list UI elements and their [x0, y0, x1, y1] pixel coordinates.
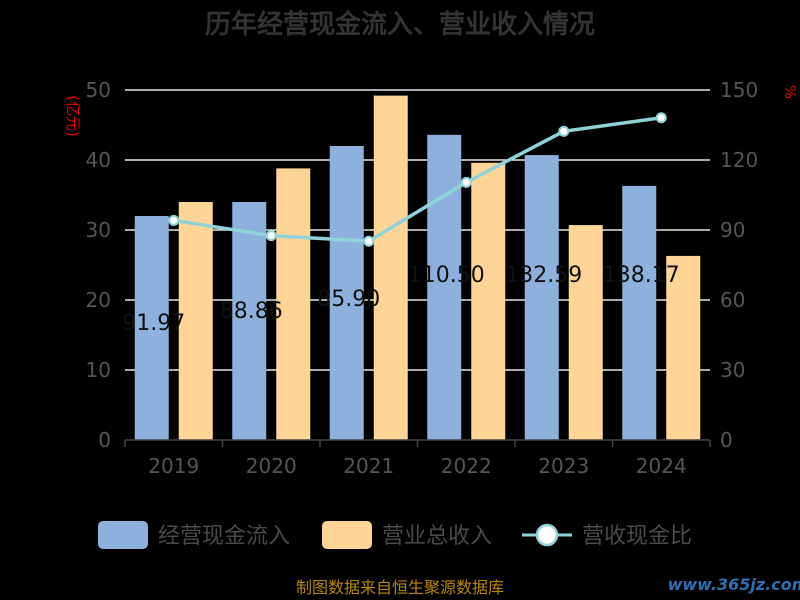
ratio-point: [363, 235, 375, 247]
x-tick-label: 2021: [343, 454, 394, 478]
legend-label-revenue: 营业总收入: [382, 524, 492, 549]
ratio-line-path: [173, 116, 662, 243]
legend-label-ratio: 营收现金比: [582, 524, 692, 549]
left-tick-label: 0: [98, 428, 111, 452]
ratio-point: [655, 112, 667, 124]
legend-swatch-revenue: [322, 521, 372, 549]
chart-title: 历年经营现金流入、营业收入情况: [205, 9, 595, 40]
data-labels: 91.97 88.86 85.90 110.50 132.59 138.17: [122, 263, 679, 336]
left-tick-label: 30: [86, 218, 111, 242]
right-tick-label: 30: [720, 358, 745, 382]
right-tick-label: 150: [720, 78, 758, 102]
ratio-point: [460, 176, 472, 188]
left-axis-unit: (亿元): [64, 95, 82, 137]
ratio-data-label: 85.90: [317, 287, 380, 312]
left-tick-label: 40: [86, 148, 111, 172]
bar-revenue: [471, 162, 506, 441]
axes: 0 10 20 30 40 50 0 30 60 90 120 150 2019 2020 2021 2022…: [86, 78, 759, 478]
legend-swatch-ratio-point: [535, 523, 559, 547]
ratio-point: [168, 214, 180, 226]
bar-cash-inflow: [232, 202, 267, 440]
right-tick-label: 90: [720, 218, 745, 242]
right-axis-unit: %: [781, 85, 799, 99]
watermark: www.365jz.com: [668, 575, 800, 594]
x-tick-label: 2022: [441, 454, 492, 478]
legend-swatch-cash-inflow: [98, 521, 148, 549]
legend-label-cash-inflow: 经营现金流入: [158, 524, 290, 549]
x-tick-label: 2023: [538, 454, 589, 478]
bar-revenue: [178, 202, 213, 440]
ratio-data-label: 91.97: [122, 311, 185, 336]
bar-cash-inflow: [134, 216, 169, 440]
bar-cash-inflow: [622, 185, 657, 440]
ratio-data-label: 88.86: [220, 299, 283, 324]
left-tick-label: 10: [86, 358, 111, 382]
x-tick-label: 2024: [636, 454, 687, 478]
ratio-point: [265, 230, 277, 242]
ratio-data-label: 138.17: [603, 263, 680, 288]
bar-revenue: [666, 255, 701, 440]
ratio-point: [558, 125, 570, 137]
left-tick-label: 50: [86, 78, 111, 102]
ratio-data-label: 110.50: [408, 263, 485, 288]
source-note: 制图数据来自恒生聚源数据库: [296, 578, 504, 597]
right-tick-label: 120: [720, 148, 758, 172]
bar-revenue: [373, 95, 408, 440]
right-tick-label: 60: [720, 288, 745, 312]
bar-revenue: [276, 168, 311, 440]
ratio-data-label: 132.59: [505, 263, 582, 288]
bar-cash-inflow: [329, 146, 364, 440]
x-tick-label: 2019: [148, 454, 199, 478]
x-tick-label: 2020: [246, 454, 297, 478]
ratio-line: [168, 112, 667, 247]
bar-cash-inflow: [524, 155, 559, 440]
right-tick-label: 0: [720, 428, 733, 452]
bar-cash-inflow: [427, 134, 462, 441]
left-tick-label: 20: [86, 288, 111, 312]
bar-revenue: [568, 225, 603, 440]
grid-lines: [125, 89, 710, 371]
legend: 经营现金流入 营业总收入 营收现金比: [98, 521, 692, 549]
bars: [134, 95, 701, 441]
